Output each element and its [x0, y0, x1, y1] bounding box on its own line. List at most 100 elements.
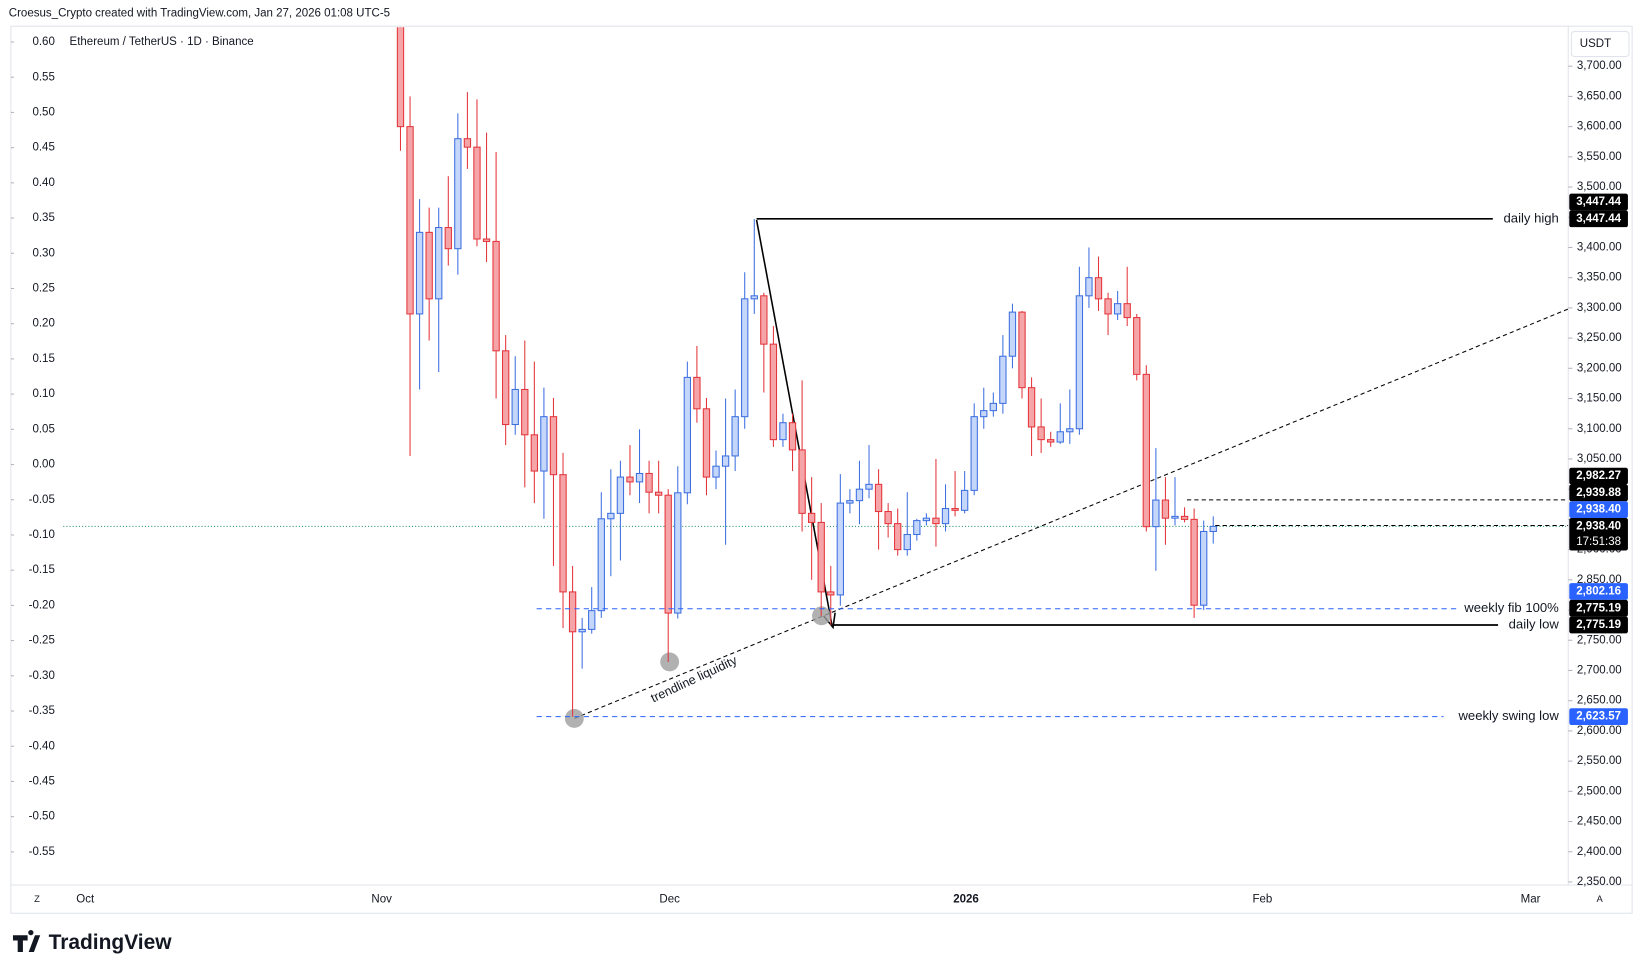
candle-body: [750, 295, 758, 300]
candle-body: [1180, 515, 1189, 520]
candle-body: [607, 512, 615, 520]
price-tag-label: 2,623.57: [1576, 711, 1621, 723]
y2-tick-label: -0.20: [29, 599, 55, 611]
brand-logo: [12, 930, 41, 953]
auto-button[interactable]: Z: [34, 893, 40, 904]
candle-body: [482, 238, 491, 242]
candle-body: [960, 489, 969, 511]
candle-body: [760, 295, 768, 345]
price-tag-label: 3,447.44: [1576, 213, 1621, 225]
price-tag: [1569, 467, 1628, 485]
candle-body: [664, 494, 672, 614]
candle-body: [1113, 303, 1122, 315]
candle-body: [769, 343, 778, 441]
price-tag: [1569, 193, 1628, 211]
y-tick-label: 2,400.00: [1577, 846, 1622, 858]
candle-body: [1018, 311, 1026, 389]
candle-body: [1085, 277, 1093, 297]
y2-tick-label: 0.00: [32, 459, 54, 471]
brand: TradingView: [49, 931, 173, 954]
candle-body: [511, 388, 519, 426]
y-tick-label: 2,500.00: [1577, 785, 1622, 797]
y-tick-label: 3,100.00: [1577, 423, 1622, 435]
candle-body: [702, 408, 711, 478]
candle-body: [999, 355, 1007, 404]
candle-body: [788, 422, 797, 451]
candle-body: [731, 416, 739, 457]
candle-body: [693, 376, 701, 410]
candle-body: [741, 298, 749, 418]
y2-tick-label: -0.10: [29, 529, 55, 541]
x-tick-label: Nov: [371, 894, 392, 906]
chart-title: Ethereum / TetherUS · 1D · Binance: [70, 36, 254, 48]
candle-body: [1047, 439, 1055, 443]
y-tick-label: 3,150.00: [1577, 393, 1622, 405]
candle-body: [827, 591, 835, 596]
candle-body: [521, 388, 529, 436]
x-tick-label: Oct: [76, 894, 95, 906]
price-tag: [1569, 583, 1628, 600]
y2-tick-label: -0.15: [29, 564, 55, 576]
countdown: 17:51:38: [1576, 536, 1621, 548]
y-tick-label: 3,700.00: [1577, 60, 1622, 72]
candle-body: [865, 483, 873, 490]
candle-body: [435, 227, 443, 300]
candle-body: [779, 422, 787, 441]
currency-box[interactable]: [1570, 30, 1630, 58]
y-tick-label: 2,550.00: [1577, 755, 1622, 767]
y-tick-label: 3,650.00: [1577, 90, 1622, 102]
candle-body: [549, 416, 558, 476]
candle-body: [425, 231, 433, 300]
price-tag: [1569, 484, 1628, 502]
candle-body: [674, 492, 682, 614]
candle-body: [1104, 298, 1112, 315]
scale-button[interactable]: A: [1597, 893, 1604, 904]
candle-body: [712, 465, 720, 478]
candle-body: [941, 507, 950, 525]
y2-tick-label: 0.05: [32, 423, 54, 435]
level-label: daily high: [1504, 210, 1559, 225]
candle-body: [444, 227, 452, 250]
candle-body: [922, 517, 931, 522]
y2-tick-label: 0.35: [32, 212, 54, 224]
y-tick-label: 2,850.00: [1577, 574, 1622, 586]
price-tag: [1569, 708, 1628, 726]
candle-body: [578, 628, 586, 633]
candle-body: [683, 376, 692, 494]
candle-body: [913, 520, 921, 536]
candle-body: [884, 511, 892, 525]
currency[interactable]: USDT: [1580, 38, 1611, 50]
y2-tick-label: -0.45: [29, 776, 55, 788]
candle-body: [645, 472, 653, 493]
candle-body: [616, 476, 625, 514]
candle-body: [1133, 317, 1141, 375]
candle-body: [1075, 295, 1084, 430]
price-tag: [1569, 501, 1628, 519]
plot: trendline liquidity: [63, 27, 1569, 728]
y2-tick-label: -0.50: [29, 811, 55, 823]
candle-body: [951, 507, 959, 511]
y2-tick-label: -0.55: [29, 846, 55, 858]
candle-body: [932, 517, 940, 525]
candle-body: [970, 416, 978, 491]
candle-body: [874, 483, 883, 513]
header: Croesus_Crypto created with TradingView.…: [9, 8, 390, 20]
candle-body: [980, 410, 988, 418]
price-tag-label: 2,775.19: [1576, 619, 1621, 631]
y2-tick-label: -0.40: [29, 740, 55, 752]
y-tick-label: 3,500.00: [1577, 181, 1622, 193]
candle-body: [635, 472, 644, 483]
candle-body: [1037, 426, 1045, 441]
candle-body: [473, 146, 481, 240]
candle-body: [855, 488, 864, 502]
liquidity-point: [660, 652, 680, 672]
price-tag: [1569, 518, 1628, 551]
x-tick-label: 2026: [953, 894, 979, 906]
price-tag: [1569, 616, 1628, 634]
y2-tick-label: 0.15: [32, 353, 54, 365]
candle-body: [1008, 311, 1017, 357]
candle-body: [597, 518, 605, 612]
y2-tick-label: 0.60: [32, 36, 54, 48]
level-label: daily low: [1509, 616, 1560, 631]
y-tick-label: 2,350.00: [1577, 876, 1622, 888]
